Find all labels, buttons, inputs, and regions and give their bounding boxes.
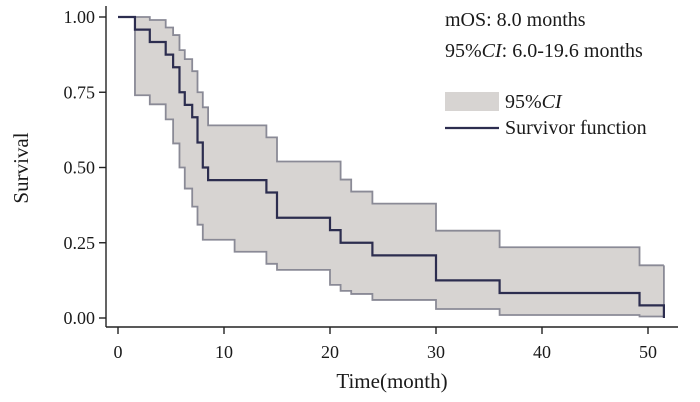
x-axis-ticks: 0 10 20 30 40 50 (114, 327, 657, 362)
x-axis-label: Time(month) (336, 369, 447, 393)
legend-survivor-label: Survivor function (505, 117, 647, 139)
legend-ci-italic: CI (542, 91, 563, 113)
median-os-annotation: mOS: 8.0 months (445, 9, 586, 31)
legend: 95%CI Survivor function (445, 91, 647, 139)
y-axis-ticks: 0.00 0.25 0.50 0.75 1.00 (64, 7, 106, 328)
ci-annotation-prefix: 95% (445, 40, 482, 62)
x-tick-label: 50 (639, 342, 657, 362)
x-tick-label: 0 (114, 342, 123, 362)
y-axis-label: Survival (9, 132, 33, 203)
y-tick-label: 0.75 (64, 82, 96, 102)
legend-ci-prefix: 95% (505, 91, 542, 113)
y-tick-label: 0.00 (64, 308, 96, 328)
x-tick-label: 10 (215, 342, 233, 362)
ci-annotation-italic: CI (482, 40, 503, 62)
survivor-function-line (118, 15, 665, 318)
ci-band-area (118, 17, 664, 317)
x-tick-label: 20 (321, 342, 339, 362)
ci-lower-line (118, 16, 665, 318)
x-tick-label: 40 (533, 342, 551, 362)
y-tick-label: 0.25 (64, 233, 96, 253)
legend-ci-swatch (445, 92, 499, 111)
ci-upper-line (118, 16, 664, 267)
plot-area (118, 15, 665, 318)
y-tick-label: 0.50 (64, 158, 96, 178)
x-tick-label: 30 (427, 342, 445, 362)
y-tick-label: 1.00 (64, 7, 96, 27)
ci-annotation: 95%CI: 6.0-19.6 months (445, 40, 643, 62)
legend-ci-label: 95%CI (505, 91, 563, 113)
ci-annotation-suffix: : 6.0-19.6 months (502, 40, 643, 62)
